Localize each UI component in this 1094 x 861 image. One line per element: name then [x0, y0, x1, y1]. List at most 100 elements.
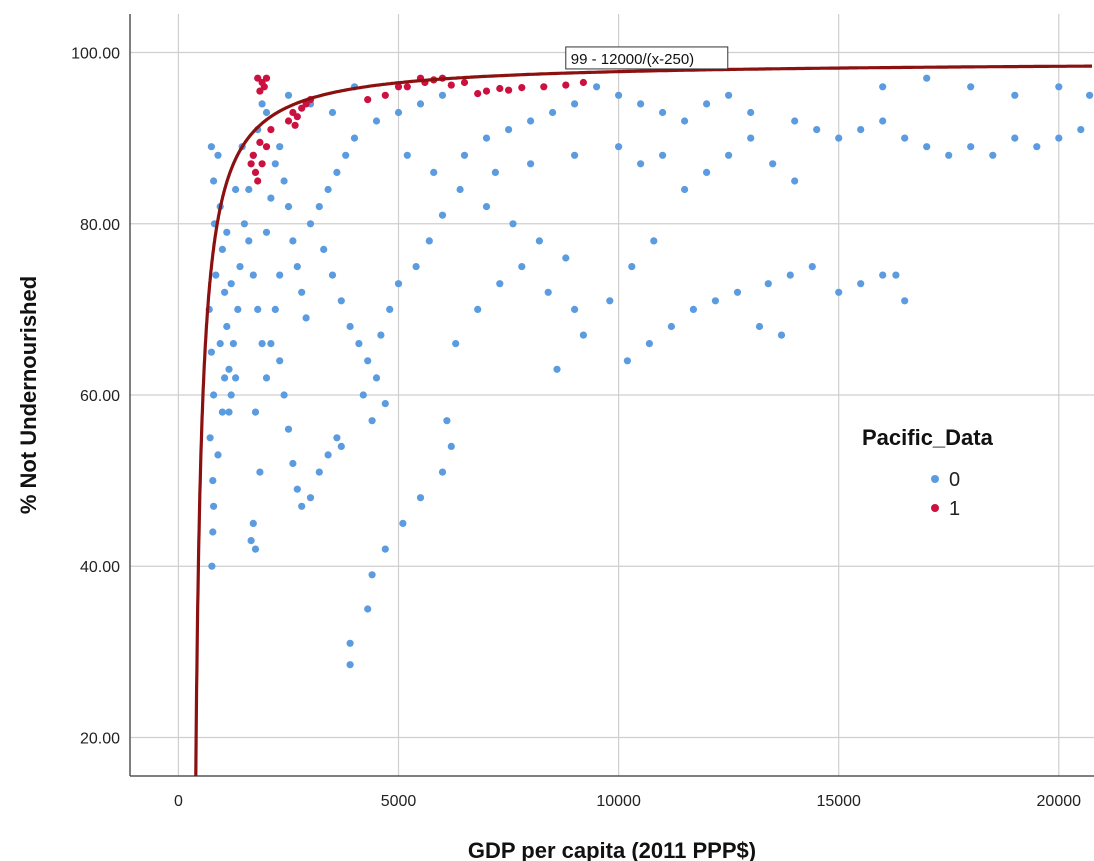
x-tick-label-0: 0 — [174, 793, 183, 810]
point-series-1-21 — [381, 91, 389, 99]
point-series-0-84 — [394, 108, 403, 117]
point-series-1-20 — [364, 96, 372, 104]
point-series-0-62 — [324, 185, 332, 194]
point-series-1-5 — [249, 151, 257, 159]
point-series-0-12 — [214, 151, 222, 159]
point-series-0-31 — [254, 305, 262, 313]
point-series-0-66 — [320, 245, 328, 253]
point-series-0-154 — [769, 160, 777, 168]
point-series-1-8 — [258, 160, 266, 168]
point-series-0-100 — [571, 305, 579, 313]
point-series-0-186 — [491, 168, 499, 176]
point-series-0-137 — [945, 151, 953, 159]
point-series-0-98 — [518, 263, 526, 271]
point-series-0-45 — [289, 237, 297, 245]
point-series-0-82 — [447, 442, 455, 450]
legend-label-1: 1 — [949, 498, 960, 520]
point-series-0-53 — [293, 485, 301, 493]
point-series-0-70 — [355, 340, 363, 348]
point-series-0-17 — [225, 365, 233, 373]
point-series-0-56 — [315, 468, 323, 476]
axes — [129, 14, 1094, 777]
point-series-0-8 — [209, 477, 217, 485]
x-tick-label-4: 20000 — [1037, 793, 1082, 810]
y-tick-label-0: 20.00 — [80, 730, 120, 747]
point-series-0-110 — [681, 117, 689, 125]
point-series-0-30 — [249, 271, 257, 279]
point-series-0-10 — [209, 528, 217, 536]
point-series-0-158 — [505, 126, 513, 134]
point-series-0-130 — [791, 117, 799, 125]
point-series-0-187 — [527, 160, 535, 168]
point-series-0-51 — [284, 425, 293, 433]
point-series-0-120 — [755, 322, 764, 331]
point-series-0-167 — [227, 280, 235, 288]
point-series-0-15 — [221, 288, 229, 296]
point-series-0-60 — [306, 220, 315, 228]
point-series-0-127 — [879, 271, 887, 279]
point-series-0-149 — [1086, 91, 1094, 99]
point-series-0-49 — [276, 357, 284, 365]
point-series-0-147 — [1011, 91, 1019, 99]
point-series-0-135 — [901, 134, 909, 142]
point-series-0-41 — [271, 160, 279, 168]
point-series-0-65 — [350, 134, 359, 142]
point-series-0-105 — [650, 237, 658, 245]
point-series-0-59 — [337, 442, 345, 450]
point-series-1-23 — [403, 83, 411, 91]
point-series-0-112 — [725, 91, 733, 99]
point-series-1-11 — [256, 138, 264, 146]
point-series-0-69 — [346, 322, 354, 331]
point-series-0-55 — [306, 494, 315, 502]
point-series-0-119 — [733, 288, 742, 296]
point-series-0-165 — [284, 91, 293, 99]
point-series-0-96 — [474, 305, 482, 313]
legend-label-0: 0 — [949, 469, 960, 491]
point-series-1-4 — [260, 83, 268, 91]
point-series-0-148 — [1055, 83, 1063, 91]
point-series-0-68 — [337, 297, 345, 305]
point-series-0-77 — [346, 661, 354, 669]
point-series-0-39 — [262, 228, 271, 236]
point-series-1-18 — [291, 121, 299, 129]
point-series-0-136 — [923, 143, 931, 151]
point-series-0-157 — [482, 134, 491, 142]
point-series-1-35 — [540, 83, 548, 91]
point-series-0-141 — [1033, 143, 1041, 151]
point-series-0-32 — [258, 340, 266, 348]
point-series-0-144 — [879, 83, 887, 91]
point-series-0-109 — [659, 108, 667, 117]
point-series-0-54 — [298, 502, 306, 510]
point-series-0-116 — [667, 322, 676, 331]
y-tick-label-2: 60.00 — [80, 388, 120, 405]
point-series-0-64 — [342, 151, 350, 159]
legend-marker-1 — [931, 504, 939, 512]
point-series-0-36 — [249, 519, 257, 528]
point-series-0-152 — [725, 151, 733, 159]
point-series-0-131 — [813, 126, 821, 134]
point-series-0-145 — [923, 74, 931, 82]
point-series-0-35 — [256, 468, 264, 476]
point-series-0-102 — [579, 331, 588, 339]
point-series-0-24 — [240, 220, 248, 228]
point-series-1-29 — [460, 78, 469, 87]
point-series-0-179 — [425, 237, 433, 245]
point-series-0-111 — [703, 100, 711, 108]
point-series-1-0 — [254, 74, 262, 82]
point-series-0-38 — [251, 545, 260, 553]
point-series-0-176 — [276, 271, 284, 279]
legend: Pacific_Data 0 1 — [862, 425, 994, 520]
point-series-0-23 — [236, 263, 244, 271]
point-series-1-37 — [579, 78, 588, 87]
point-series-0-92 — [509, 220, 517, 228]
point-series-0-74 — [368, 571, 376, 579]
point-series-0-189 — [615, 143, 623, 151]
fit-line-layer — [194, 64, 1092, 777]
point-series-0-63 — [333, 168, 341, 176]
point-series-0-48 — [302, 314, 310, 322]
point-series-0-122 — [764, 280, 772, 288]
point-series-1-2 — [262, 74, 271, 82]
fit-line-label-box — [565, 46, 729, 70]
point-series-0-72 — [372, 374, 381, 382]
